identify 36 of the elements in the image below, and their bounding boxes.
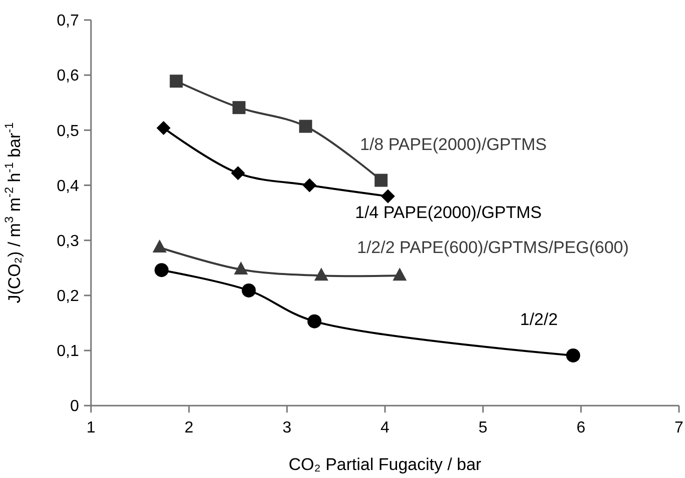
series-label: 1/2/2 bbox=[520, 310, 558, 329]
y-tick-label: 0,3 bbox=[56, 232, 80, 250]
point bbox=[392, 268, 407, 281]
x-tick-label: 3 bbox=[282, 420, 292, 437]
y-tick-label: 0,2 bbox=[56, 288, 80, 306]
point bbox=[232, 101, 246, 114]
point bbox=[374, 174, 388, 187]
y-tick-label: 0,6 bbox=[56, 68, 80, 85]
point bbox=[314, 268, 328, 281]
y-tick-label: 0,5 bbox=[56, 122, 80, 140]
x-tick-label: 6 bbox=[576, 420, 586, 437]
series-label: 1/4 PAPE(2000)/GPTMS bbox=[355, 203, 542, 222]
x-tick-label: 4 bbox=[380, 420, 390, 437]
series-label: 1/8 PAPE(2000)/GPTMS bbox=[360, 135, 547, 154]
y-tick-label: 0 bbox=[70, 398, 80, 416]
point bbox=[156, 120, 171, 135]
y-tick-label: 0,7 bbox=[56, 12, 80, 30]
point bbox=[231, 166, 245, 180]
point bbox=[307, 314, 322, 328]
x-axis-title: CO₂ Partial Fugacity / bar bbox=[288, 455, 482, 474]
point bbox=[380, 189, 395, 204]
point bbox=[234, 262, 248, 275]
series-label: 1/2/2 PAPE(600)/GPTMS/PEG(600) bbox=[357, 238, 629, 257]
x-tick-label: 5 bbox=[478, 420, 488, 437]
point bbox=[566, 348, 580, 362]
point bbox=[170, 74, 183, 88]
point bbox=[302, 178, 317, 192]
point bbox=[299, 120, 312, 133]
x-tick-label: 2 bbox=[184, 420, 194, 437]
point bbox=[154, 263, 169, 278]
x-tick-label: 7 bbox=[674, 420, 684, 437]
y-tick-label: 0,4 bbox=[56, 178, 80, 195]
point bbox=[152, 240, 167, 253]
point bbox=[242, 283, 256, 298]
y-tick-label: 0,1 bbox=[56, 343, 80, 360]
x-tick-label: 1 bbox=[86, 420, 96, 437]
